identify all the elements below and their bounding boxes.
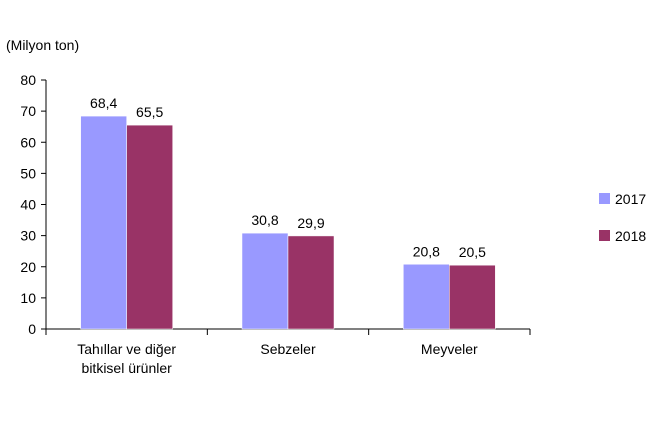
category-label: Tahıllar ve diğer: [77, 341, 176, 357]
data-label: 20,8: [413, 243, 440, 259]
legend-label: 2018: [615, 228, 646, 244]
category-label: Meyveler: [421, 341, 478, 357]
data-labels: 68,4 65,5 30,8 29,9 20,8 20,5: [90, 95, 486, 260]
y-tick-label: 80: [20, 72, 36, 88]
category-labels: Tahıllar ve diğer bitkisel ürünler Sebzele…: [77, 341, 478, 376]
legend: 2017 2018: [599, 191, 646, 244]
data-label: 29,9: [297, 215, 324, 231]
y-tick-label: 10: [20, 290, 36, 306]
data-label: 30,8: [251, 212, 278, 228]
bar-2018-1: [287, 235, 335, 330]
category-label: bitkisel ürünler: [82, 360, 173, 376]
data-label: 68,4: [90, 95, 117, 111]
data-label: 65,5: [136, 104, 163, 120]
x-axis: [45, 328, 531, 335]
category-label: Sebzeler: [260, 341, 316, 357]
bar-2017-0: [80, 115, 127, 330]
unit-label: (Milyon ton): [6, 37, 79, 53]
y-tick-label: 20: [20, 259, 36, 275]
y-tick-label: 60: [20, 134, 36, 150]
bar-2018-2: [449, 264, 496, 330]
y-tick-label: 0: [28, 321, 36, 337]
bar-2017-1: [241, 232, 289, 330]
y-tick-label: 70: [20, 103, 36, 119]
legend-swatch-2018: [599, 230, 610, 241]
y-axis: 0 10 20 30 40 50 60 70 80: [20, 72, 47, 337]
bars: [80, 115, 496, 330]
legend-swatch-2017: [599, 193, 610, 204]
bar-2017-2: [403, 264, 450, 330]
data-label: 20,5: [459, 244, 486, 260]
y-tick-label: 30: [20, 228, 36, 244]
bar-2018-0: [126, 124, 173, 330]
legend-label: 2017: [615, 191, 646, 207]
y-tick-label: 50: [20, 165, 36, 181]
y-tick-label: 40: [20, 197, 36, 213]
